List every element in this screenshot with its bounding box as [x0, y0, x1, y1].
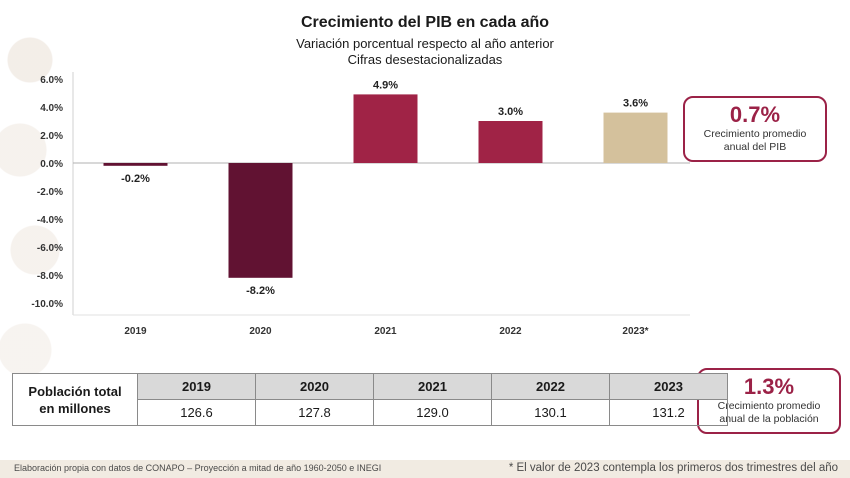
x-tick-label: 2023* — [622, 326, 648, 337]
y-tick-label: -8.0% — [37, 271, 63, 282]
bar-2022 — [478, 121, 543, 163]
population-value: 130.1 — [491, 399, 610, 426]
y-tick-label: 6.0% — [40, 75, 63, 86]
footer-bar — [0, 460, 850, 478]
population-value: 127.8 — [255, 399, 374, 426]
gdp-growth-label-2: anual del PIB — [723, 141, 787, 153]
source-note: Elaboración propia con datos de CONAPO –… — [14, 463, 382, 473]
y-tick-label: -2.0% — [37, 187, 63, 198]
table-header-row: Población total en millones 2019 2020 20… — [12, 373, 728, 426]
population-value: 129.0 — [373, 399, 492, 426]
population-growth-value: 1.3% — [743, 374, 795, 399]
x-tick-label: 2021 — [374, 326, 397, 337]
y-tick-label: -6.0% — [37, 243, 63, 254]
y-tick-label: 4.0% — [40, 103, 63, 114]
population-growth-label-2: anual de la población — [719, 413, 819, 425]
year-header: 2022 — [491, 373, 610, 400]
gdp-growth-label: Crecimiento promedio — [703, 128, 807, 140]
data-label: 4.9% — [373, 79, 398, 91]
data-label: -8.2% — [246, 285, 275, 297]
bar-2020 — [228, 163, 293, 278]
bar-2019 — [103, 163, 168, 166]
gdp-bar-chart: 6.0% 4.0% 2.0% 0.0% -2.0% -4.0% -6.0% -8.0% -10.… — [31, 72, 690, 337]
x-tick-label: 2019 — [124, 326, 147, 337]
y-tick-label: 2.0% — [40, 131, 63, 142]
y-tick-label: -4.0% — [37, 215, 63, 226]
year-header: 2021 — [373, 373, 492, 400]
gdp-growth-stat: 0.7% Crecimiento promedio anual del PIB — [683, 96, 827, 162]
population-table: Población total en millones 2019 2020 20… — [12, 373, 728, 426]
table-row-header: Población total en millones — [12, 373, 138, 426]
data-label: 3.0% — [498, 106, 523, 118]
data-label: 3.6% — [623, 98, 648, 110]
chart-subtitle-2: Cifras desestacionalizadas — [347, 52, 503, 67]
year-header: 2019 — [137, 373, 256, 400]
population-header-line-1: Población total — [28, 383, 122, 399]
bar-2023 — [603, 112, 668, 163]
population-header-line-2: en millones — [39, 400, 111, 416]
footnote: * El valor de 2023 contempla los primero… — [508, 462, 838, 474]
population-value: 131.2 — [609, 399, 728, 426]
x-tick-label: 2020 — [249, 326, 272, 337]
year-header: 2023 — [609, 373, 728, 400]
chart-subtitle: Variación porcentual respecto al año ant… — [296, 36, 554, 51]
y-tick-label: -10.0% — [31, 299, 63, 310]
gdp-growth-value: 0.7% — [729, 102, 781, 127]
population-value: 126.6 — [137, 399, 256, 426]
table-row: 126.6 127.8 129.0 130.1 131.2 — [13, 399, 728, 426]
x-tick-label: 2022 — [499, 326, 522, 337]
y-tick-label: 0.0% — [40, 159, 63, 170]
year-header: 2020 — [255, 373, 374, 400]
chart-title: Crecimiento del PIB en cada año — [300, 14, 550, 31]
population-growth-label: Crecimiento promedio — [717, 400, 821, 412]
bar-2021 — [353, 94, 418, 163]
data-label: -0.2% — [121, 173, 150, 185]
